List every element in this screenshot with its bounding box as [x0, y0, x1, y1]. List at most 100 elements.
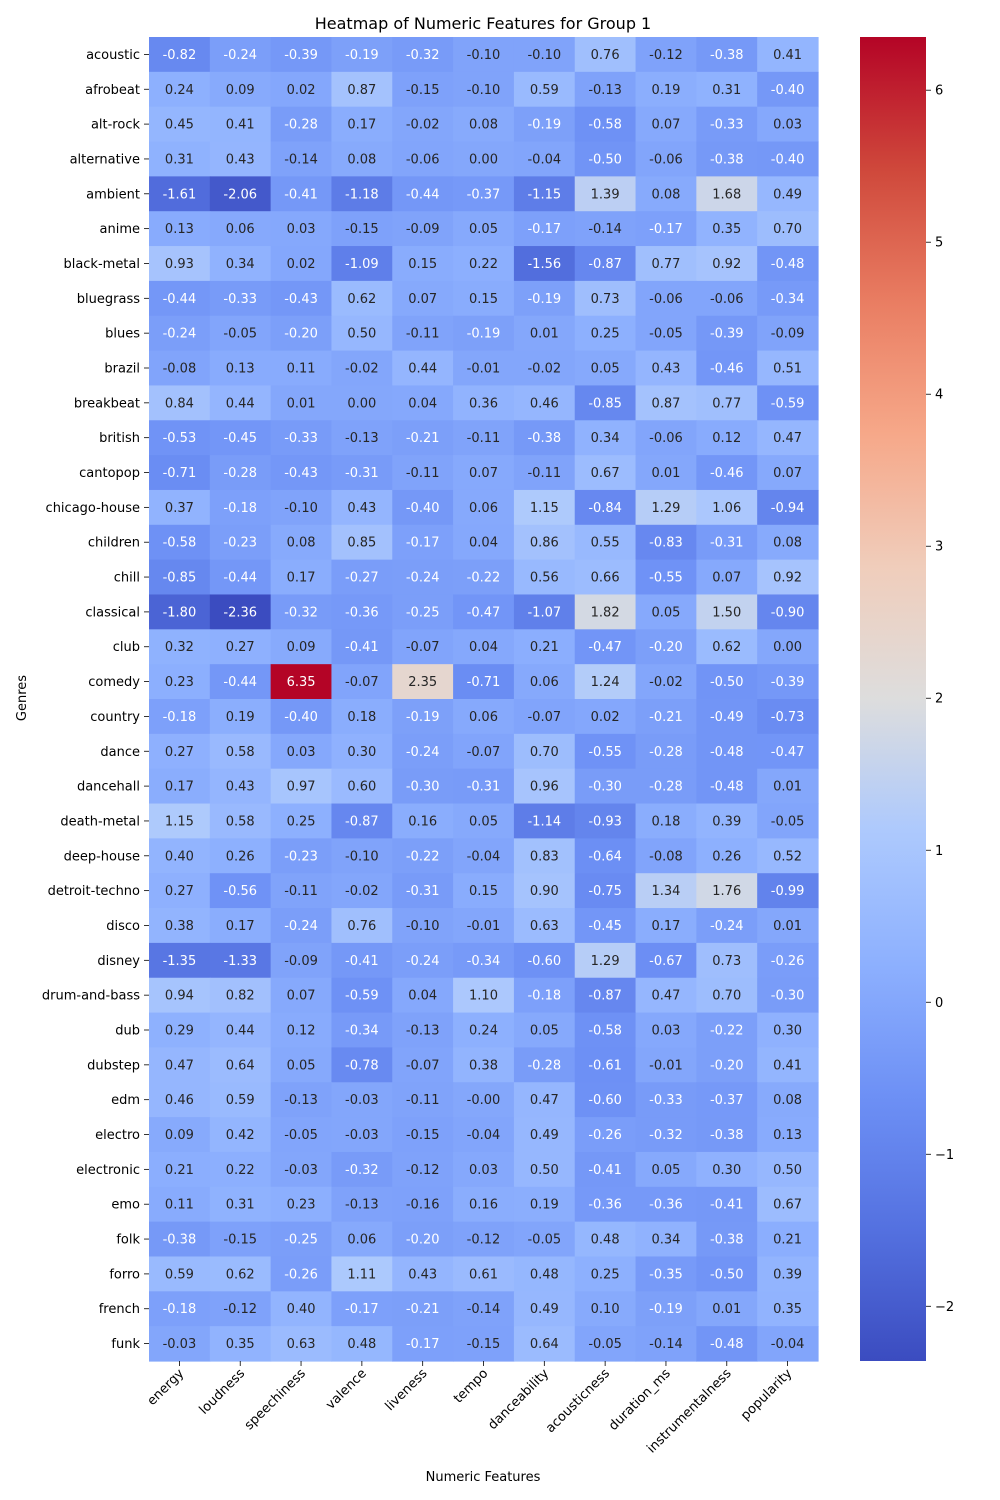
cell-value-label: 0.11	[165, 1198, 194, 1213]
heatmap-cell	[574, 1221, 637, 1258]
cell-value-label: 0.03	[287, 745, 316, 760]
cell-value-label: 2.35	[408, 675, 437, 690]
row-label: ambient	[86, 187, 140, 202]
column-label: duration_ms	[606, 1366, 674, 1434]
cell-value-label: -0.03	[345, 1093, 379, 1108]
heatmap-cell	[453, 977, 515, 1014]
heatmap-cell	[696, 594, 758, 630]
cell-value-label: 0.62	[712, 640, 741, 655]
heatmap-cell	[513, 1117, 576, 1153]
heatmap-cell	[270, 489, 333, 526]
cell-value-label: -0.20	[710, 1058, 744, 1073]
heatmap-cell	[331, 385, 393, 421]
heatmap-cell	[270, 1151, 333, 1188]
heatmap-cell	[635, 1012, 697, 1049]
heatmap-cell	[513, 733, 576, 770]
heatmap-cell	[453, 280, 515, 317]
cell-value-label: 0.26	[712, 849, 741, 864]
cell-value-label: -0.15	[406, 1128, 440, 1143]
heatmap-cell	[635, 664, 697, 700]
cell-value-label: -0.83	[649, 536, 683, 551]
cell-value-label: -0.18	[223, 501, 257, 516]
heatmap-cell	[635, 768, 697, 805]
heatmap-cell	[209, 1291, 272, 1327]
cell-value-label: 0.41	[226, 118, 255, 133]
cell-value-label: -0.23	[223, 536, 257, 551]
heatmap-cell	[513, 211, 576, 247]
row-label: country	[90, 710, 140, 725]
cell-value-label: -0.10	[345, 849, 379, 864]
cell-value-label: -0.06	[649, 431, 683, 446]
heatmap-cell	[696, 977, 758, 1014]
heatmap-cell	[270, 629, 333, 665]
cell-value-label: 0.01	[773, 919, 802, 934]
heatmap-cell	[513, 1256, 576, 1292]
heatmap-cell	[149, 1326, 211, 1362]
heatmap-cell	[453, 1151, 515, 1188]
cell-value-label: 0.24	[469, 1024, 498, 1039]
heatmap-cell	[209, 524, 272, 561]
cell-value-label: 0.04	[408, 989, 437, 1004]
cell-value-label: 0.59	[530, 83, 559, 98]
cell-value-label: 0.60	[347, 780, 376, 795]
row-label: afrobeat	[85, 83, 140, 98]
heatmap-cell	[453, 1291, 515, 1327]
heatmap-cell	[635, 37, 697, 73]
heatmap-cell	[453, 455, 515, 491]
cell-value-label: -0.07	[527, 710, 561, 725]
heatmap-cell	[635, 455, 697, 491]
cell-value-label: -0.24	[710, 919, 744, 934]
cell-value-label: -0.46	[710, 362, 744, 377]
heatmap-cell	[209, 908, 272, 944]
heatmap-cell	[209, 420, 272, 456]
heatmap-cell	[149, 246, 211, 282]
row-label: bluegrass	[77, 292, 140, 307]
cell-value-label: 0.77	[712, 396, 741, 411]
heatmap-cells: -0.82 -0.24 -0.39 -0.19 -0.32 -0.10 -0.10 0.76 -…	[149, 37, 819, 1362]
cell-value-label: -0.44	[163, 292, 197, 307]
cell-value-label: 1.24	[591, 675, 620, 690]
cell-value-label: -0.17	[649, 222, 683, 237]
heatmap-cell	[149, 942, 211, 979]
cell-value-label: 0.05	[287, 1058, 316, 1073]
heatmap-cell	[635, 385, 697, 421]
cell-value-label: -0.43	[284, 466, 318, 481]
cell-value-label: -0.53	[163, 431, 197, 446]
cell-value-label: -0.45	[223, 431, 257, 446]
heatmap-cell	[209, 211, 272, 247]
cell-value-label: -0.31	[467, 780, 501, 795]
heatmap-cell	[757, 1291, 819, 1327]
cell-value-label: -0.33	[223, 292, 257, 307]
cell-value-label: -0.18	[163, 1302, 197, 1317]
cell-value-label: -0.19	[527, 292, 561, 307]
heatmap-cell	[513, 1012, 576, 1049]
cell-value-label: 0.08	[287, 536, 316, 551]
heatmap-cell	[453, 420, 515, 456]
cell-value-label: -0.38	[710, 48, 744, 63]
heatmap-cell	[635, 803, 697, 839]
cell-value-label: -0.05	[527, 1233, 561, 1248]
cell-value-label: -0.44	[223, 571, 257, 586]
cell-value-label: 0.01	[712, 1302, 741, 1317]
cell-value-label: 0.66	[591, 571, 620, 586]
cell-value-label: -0.22	[710, 1024, 744, 1039]
heatmap-cell	[209, 246, 272, 282]
heatmap-cell	[453, 246, 515, 282]
cell-value-label: -0.32	[406, 48, 440, 63]
heatmap-cell	[453, 594, 515, 630]
cell-value-label: 0.37	[165, 501, 194, 516]
cell-value-label: -0.02	[649, 675, 683, 690]
heatmap-cell	[757, 803, 819, 839]
cell-value-label: 0.44	[408, 362, 437, 377]
row-label: blues	[105, 327, 140, 342]
cell-value-label: 0.06	[226, 222, 255, 237]
cell-value-label: -1.15	[527, 187, 561, 202]
cell-value-label: -0.12	[406, 1163, 440, 1178]
heatmap-cell	[513, 1047, 576, 1083]
cell-value-label: -0.10	[284, 501, 318, 516]
heatmap-cell	[453, 1256, 515, 1292]
cell-value-label: -0.03	[284, 1163, 318, 1178]
heatmap-cell	[392, 942, 454, 979]
heatmap-cell	[513, 1291, 576, 1327]
cell-value-label: -0.58	[588, 118, 622, 133]
